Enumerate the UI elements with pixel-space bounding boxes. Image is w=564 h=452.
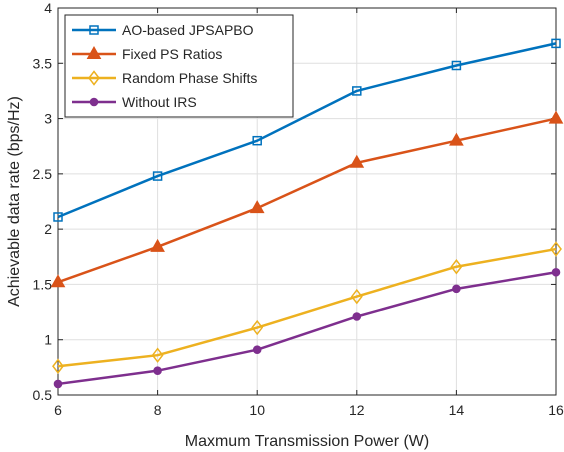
legend-item: AO-based JPSAPBO: [72, 22, 254, 38]
legend-marker: [88, 70, 100, 86]
y-tick-label: 3: [44, 111, 52, 127]
data-point: [151, 347, 164, 363]
x-tick-label: 14: [449, 402, 465, 418]
y-tick-label: 2: [44, 221, 52, 237]
series-4: [53, 267, 561, 389]
data-point: [350, 288, 363, 305]
y-tick-label: 2.5: [33, 166, 53, 182]
data-point: [548, 110, 564, 124]
legend-box: [64, 14, 294, 118]
data-point: [153, 366, 162, 375]
legend-item: Without IRS: [72, 94, 197, 110]
series-1: [53, 38, 561, 222]
y-tick-label: 3.5: [33, 55, 53, 71]
data-point: [450, 259, 463, 275]
y-tick-label: 0.5: [33, 387, 53, 403]
plot-area: [57, 7, 557, 396]
data-point: [252, 345, 262, 354]
x-tick-label: 10: [249, 402, 265, 418]
data-point: [53, 379, 63, 389]
series-group: [50, 38, 564, 389]
legend-label: Random Phase Shifts: [122, 70, 257, 86]
legend: AO-based JPSAPBO Fixed PS Ratios Random Ph…: [64, 14, 294, 118]
data-point: [451, 60, 462, 71]
series-line: [57, 271, 557, 386]
legend-marker: [89, 25, 99, 35]
legend-label: AO-based JPSAPBO: [122, 22, 254, 38]
y-tick-label: 1.5: [33, 276, 53, 292]
legend-label: Without IRS: [122, 94, 197, 110]
x-tick-label: 12: [349, 402, 365, 418]
y-tick-label: 1: [44, 332, 52, 348]
y-axis: 0.5 1 1.5 2 2.5 3 3.5 4: [33, 0, 556, 403]
data-point: [252, 135, 262, 146]
data-point: [150, 238, 165, 252]
series-3: [52, 241, 562, 374]
series-2: [50, 110, 564, 288]
data-point: [249, 200, 265, 214]
x-tick-label: 8: [154, 402, 162, 418]
data-point: [452, 284, 461, 294]
series-line: [57, 247, 557, 368]
data-point: [551, 267, 561, 277]
data-point: [52, 358, 64, 374]
data-point: [53, 212, 63, 222]
x-axis: 6 8 10 12 14 16: [54, 8, 564, 418]
legend-item: Random Phase Shifts: [72, 70, 257, 86]
data-point: [551, 38, 561, 49]
data-point: [550, 241, 562, 257]
y-tick-label: 4: [44, 0, 52, 16]
data-point: [449, 132, 464, 146]
legend-label: Fixed PS Ratios: [122, 46, 222, 62]
data-point: [152, 171, 163, 181]
series-line: [57, 117, 557, 284]
data-point: [349, 154, 365, 168]
data-point: [251, 319, 264, 336]
y-axis-label: Achievable data rate (bps/Hz): [6, 96, 23, 307]
data-point: [352, 312, 362, 321]
legend-marker: [86, 45, 102, 59]
data-point: [352, 86, 362, 96]
x-tick-label: 6: [54, 402, 62, 418]
series-line: [57, 42, 557, 219]
x-tick-label: 16: [548, 402, 564, 418]
legend-marker: [89, 97, 99, 107]
x-axis-label: Maxmum Transmission Power (W): [185, 433, 429, 450]
data-point: [50, 274, 66, 288]
legend-item: Fixed PS Ratios: [72, 45, 222, 62]
